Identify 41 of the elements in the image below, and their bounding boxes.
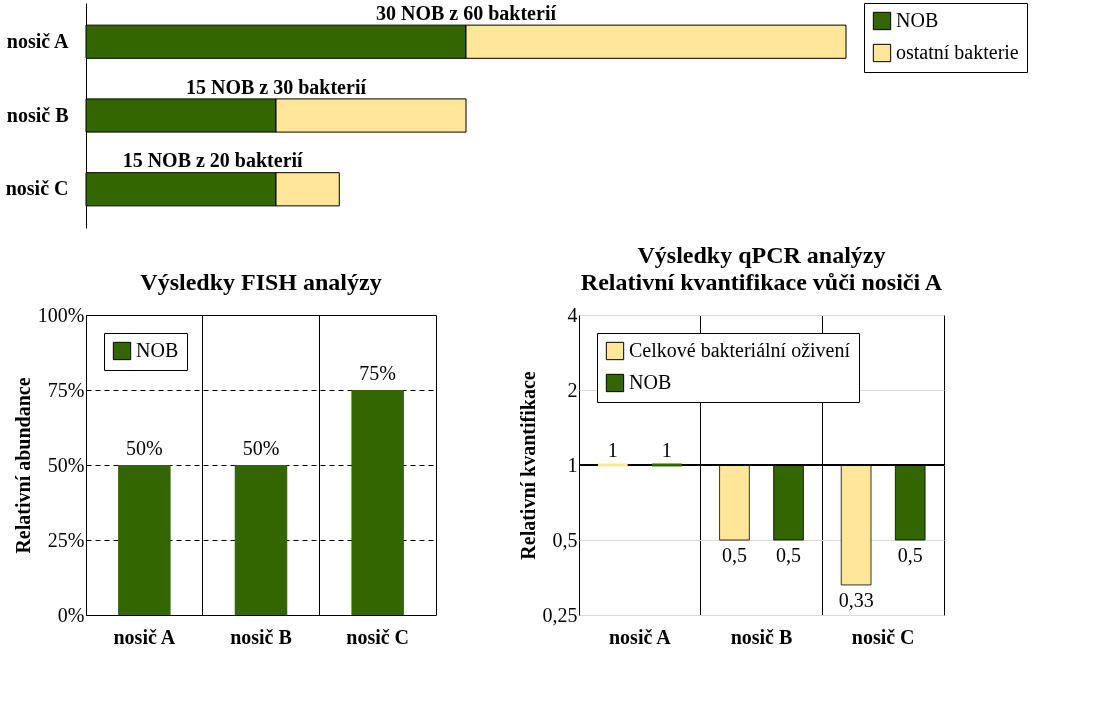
annotation: 30 NOB z 60 bakterií xyxy=(376,1,557,24)
annotation: 15 NOB z 30 bakterií xyxy=(186,75,367,98)
data-label: 0,5 xyxy=(897,544,923,566)
y-tick-label: 100% xyxy=(37,303,85,326)
annotation: 15 NOB z 20 bakterií xyxy=(122,149,304,172)
y-tick-label: 2 xyxy=(567,378,578,401)
x-tick-label: nosič A xyxy=(113,625,176,648)
legend-label: NOB xyxy=(136,339,179,361)
y-tick-label: 0,5 xyxy=(552,528,578,551)
chart-title: Výsledky qPCR analýzy xyxy=(637,242,886,268)
x-tick-label: nosič C xyxy=(851,625,915,648)
data-label: 0,33 xyxy=(838,588,874,611)
y-tick-label: nosič C xyxy=(5,177,69,200)
legend-label: NOB xyxy=(896,9,939,31)
data-label: 50% xyxy=(242,437,280,459)
y-tick-label: nosič B xyxy=(6,103,69,126)
x-tick-label: nosič B xyxy=(730,625,793,648)
chart-subtitle: Relativní kvantifikace vůči nosiči A xyxy=(580,269,943,295)
y-tick-label: nosič A xyxy=(6,29,70,52)
y-tick-label: 1 xyxy=(567,453,578,476)
y-tick-label: 25% xyxy=(47,528,85,551)
x-tick-label: nosič C xyxy=(346,625,410,648)
data-label: 50% xyxy=(126,437,163,459)
data-label: 1 xyxy=(661,439,672,461)
legend-label: NOB xyxy=(629,371,672,393)
y-tick-label: 0% xyxy=(57,603,85,626)
data-label: 0,5 xyxy=(721,544,747,566)
y-tick-label: 4 xyxy=(567,303,578,326)
x-tick-label: nosič B xyxy=(230,625,292,648)
y-tick-label: 0,25 xyxy=(542,603,578,626)
data-label: 75% xyxy=(359,362,396,384)
y-axis-title: Relativní abundance xyxy=(11,377,34,554)
y-axis-title: Relativní kvantifikace xyxy=(516,371,539,560)
y-tick-label: 50% xyxy=(47,453,85,476)
legend-label: Celkové bakteriální oživení xyxy=(629,339,851,361)
x-tick-label: nosič A xyxy=(608,625,672,648)
chart-title: Výsledky FISH analýzy xyxy=(140,269,382,295)
data-label: 1 xyxy=(607,439,618,461)
y-tick-label: 75% xyxy=(47,378,85,401)
data-label: 0,5 xyxy=(776,544,802,566)
legend-label: ostatní bakterie xyxy=(896,41,1019,63)
